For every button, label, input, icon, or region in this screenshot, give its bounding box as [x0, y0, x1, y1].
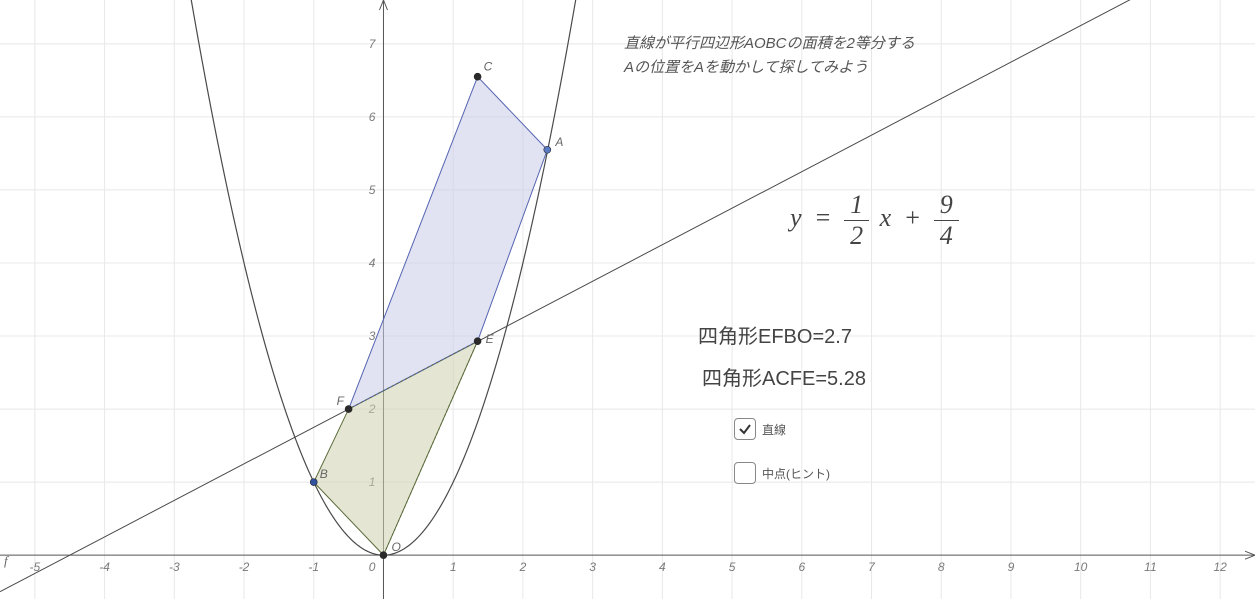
- checkbox-empty-icon: [734, 462, 756, 484]
- line-checkbox-label: 直線: [762, 421, 786, 438]
- svg-text:10: 10: [1074, 560, 1088, 574]
- area-efbo-label: 四角形EFBO=2.7: [698, 321, 852, 353]
- svg-text:5: 5: [369, 183, 376, 197]
- svg-text:-2: -2: [239, 560, 250, 574]
- svg-text:1: 1: [450, 560, 457, 574]
- instruction-line2: Aの位置をAを動かして探してみよう: [624, 56, 915, 80]
- svg-text:A: A: [554, 135, 563, 149]
- svg-text:12: 12: [1213, 560, 1227, 574]
- svg-text:-1: -1: [308, 560, 319, 574]
- checkmark-icon: [734, 418, 756, 440]
- svg-text:-5: -5: [30, 560, 41, 574]
- svg-text:4: 4: [369, 256, 376, 270]
- svg-text:9: 9: [1008, 560, 1015, 574]
- area-acfe-label: 四角形ACFE=5.28: [702, 363, 866, 395]
- svg-text:6: 6: [798, 560, 805, 574]
- equation-label: y = 1 2 x + 9 4: [790, 190, 959, 251]
- svg-text:E: E: [486, 332, 495, 346]
- plot-svg[interactable]: -5-4-3-2-112345678910111212345670OABCEF: [0, 0, 1255, 599]
- svg-text:8: 8: [938, 560, 945, 574]
- svg-text:-3: -3: [169, 560, 180, 574]
- svg-text:4: 4: [659, 560, 666, 574]
- svg-text:11: 11: [1144, 560, 1156, 574]
- svg-text:0: 0: [369, 560, 376, 574]
- svg-text:6: 6: [369, 110, 376, 124]
- svg-text:C: C: [484, 60, 493, 74]
- line-checkbox[interactable]: 直線: [734, 418, 786, 440]
- svg-text:F: F: [337, 394, 345, 408]
- instruction-line1: 直線が平行四辺形AOBCの面積を2等分する: [624, 32, 915, 56]
- svg-text:7: 7: [868, 560, 876, 574]
- svg-text:O: O: [391, 540, 400, 554]
- svg-text:B: B: [320, 467, 328, 481]
- midpoint-checkbox-label: 中点(ヒント): [762, 465, 830, 482]
- svg-text:5: 5: [729, 560, 736, 574]
- svg-text:-4: -4: [99, 560, 110, 574]
- f-axis-label: f: [4, 553, 8, 569]
- instruction-text: 直線が平行四辺形AOBCの面積を2等分する Aの位置をAを動かして探してみよう: [624, 32, 915, 80]
- midpoint-checkbox[interactable]: 中点(ヒント): [734, 462, 830, 484]
- chart-container: { "canvas": { "width": 1255, "height": 5…: [0, 0, 1255, 599]
- svg-text:2: 2: [519, 560, 527, 574]
- svg-text:3: 3: [589, 560, 596, 574]
